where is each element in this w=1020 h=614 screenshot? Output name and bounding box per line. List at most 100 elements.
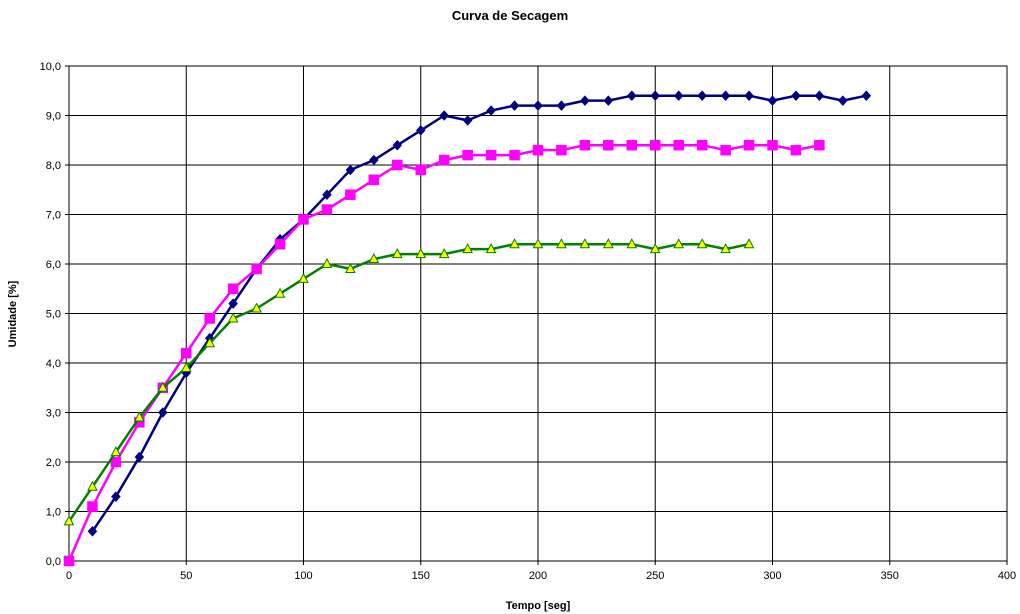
data-point — [180, 361, 192, 372]
y-tick-label: 9,0 — [46, 111, 61, 123]
data-point — [767, 95, 778, 107]
x-tick-label: 350 — [881, 570, 899, 582]
data-point — [814, 90, 825, 102]
data-point — [204, 337, 216, 348]
data-point — [579, 238, 591, 249]
data-point — [415, 248, 427, 259]
data-point — [157, 381, 169, 392]
data-point — [696, 139, 708, 151]
x-tick-label: 100 — [294, 570, 312, 582]
y-tick-label: 7,0 — [46, 210, 61, 222]
y-axis-label: Umidade [%] — [7, 280, 19, 347]
y-tick-label: 6,0 — [46, 259, 61, 271]
data-point — [368, 174, 380, 186]
data-point — [838, 95, 848, 107]
y-tick-label: 3,0 — [46, 408, 61, 420]
data-point — [532, 238, 544, 249]
data-point — [790, 144, 802, 156]
series-2 — [63, 139, 825, 567]
x-tick-label: 150 — [412, 570, 430, 582]
data-point — [650, 139, 661, 151]
data-point — [580, 95, 590, 107]
data-point — [345, 164, 356, 176]
data-point — [438, 154, 450, 166]
data-point — [462, 243, 473, 254]
data-point — [649, 243, 661, 254]
chart-title: Curva de Secagem — [452, 8, 568, 23]
data-point — [321, 204, 333, 215]
data-point — [462, 115, 473, 126]
data-point — [626, 238, 638, 249]
data-point — [626, 90, 637, 102]
data-point — [626, 139, 638, 151]
x-tick-label: 50 — [180, 570, 192, 582]
data-point — [438, 248, 450, 259]
data-point — [673, 90, 684, 102]
data-point — [134, 451, 145, 463]
data-point — [322, 189, 332, 201]
data-point — [743, 238, 755, 249]
data-point — [603, 238, 614, 249]
x-axis-label: Tempo [seg] — [506, 600, 571, 612]
x-tick-label: 250 — [646, 570, 664, 582]
data-point — [720, 243, 731, 254]
data-point — [533, 100, 543, 111]
data-point — [345, 262, 356, 273]
data-point — [227, 283, 239, 294]
data-point — [369, 154, 379, 166]
series-1 — [87, 90, 872, 537]
data-point — [392, 159, 403, 171]
data-point — [603, 139, 614, 151]
data-point — [298, 214, 309, 225]
y-tick-label: 1,0 — [46, 507, 61, 519]
y-tick-label: 5,0 — [46, 309, 61, 321]
data-point — [63, 555, 75, 567]
data-point — [673, 238, 685, 249]
data-point — [697, 90, 707, 102]
data-point — [720, 144, 731, 156]
data-point — [485, 149, 497, 161]
data-point — [298, 272, 309, 283]
series-line — [91, 94, 867, 532]
data-point — [181, 347, 192, 359]
data-point — [485, 243, 497, 254]
data-point — [157, 407, 168, 418]
data-point — [345, 189, 356, 200]
data-point — [650, 90, 661, 102]
data-point — [134, 411, 145, 422]
data-point — [227, 312, 239, 323]
data-point — [228, 298, 238, 309]
data-point — [274, 238, 286, 250]
y-tick-label: 8,0 — [46, 160, 61, 172]
data-point — [392, 139, 403, 151]
data-point — [744, 90, 754, 102]
data-point — [321, 257, 333, 268]
series-3 — [63, 238, 755, 526]
data-point — [532, 144, 544, 156]
data-point — [368, 252, 380, 264]
data-point — [696, 238, 708, 249]
data-point — [861, 90, 872, 102]
data-point — [720, 90, 731, 102]
data-point — [462, 149, 473, 161]
data-point — [87, 480, 98, 491]
data-point — [486, 105, 496, 116]
data-point — [791, 90, 801, 102]
data-point — [579, 139, 591, 151]
data-point — [251, 263, 262, 275]
data-point — [87, 525, 98, 537]
data-point — [556, 144, 567, 156]
data-point — [767, 139, 778, 151]
x-tick-label: 400 — [998, 570, 1016, 582]
data-point — [509, 238, 520, 249]
data-point — [556, 238, 567, 249]
x-axis-ticks: 0 50 100 150 200 250 300 350 400 — [66, 561, 1016, 582]
data-point — [556, 100, 567, 111]
grid — [68, 65, 1008, 562]
data-point — [251, 302, 262, 313]
data-point — [415, 124, 426, 136]
x-tick-label: 0 — [66, 570, 72, 582]
x-tick-label: 200 — [529, 570, 547, 582]
y-axis-ticks: 0,0 1,0 2,0 3,0 4,0 5,0 6,0 7,0 8,0 9,0 10,0 — [40, 61, 69, 568]
data-point — [814, 139, 825, 151]
